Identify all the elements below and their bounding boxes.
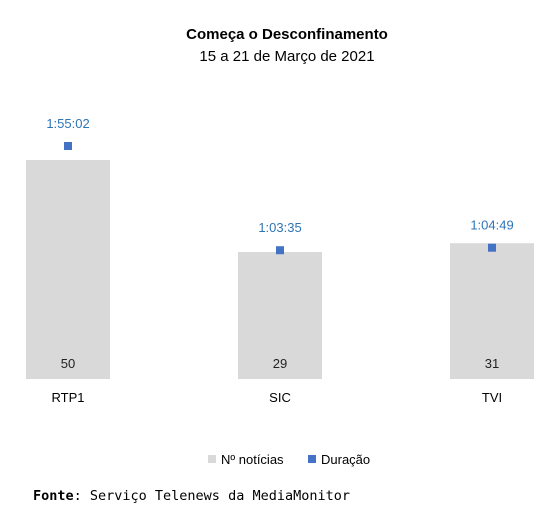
duration-label: 1:04:49 xyxy=(470,218,513,233)
bar-value-label: 50 xyxy=(61,356,75,371)
bar-value-label: 29 xyxy=(273,356,287,371)
category-label: RTP1 xyxy=(52,390,85,405)
category-label: TVI xyxy=(482,390,502,405)
chart-subtitle: 15 a 21 de Março de 2021 xyxy=(199,48,374,65)
bar-value-label: 31 xyxy=(485,356,499,371)
legend: Nº notícias Duração xyxy=(208,452,370,467)
bar-tvi xyxy=(450,243,534,379)
legend-label-noticias: Nº notícias xyxy=(221,452,284,467)
bar-sic xyxy=(238,251,322,379)
category-label: SIC xyxy=(269,390,291,405)
legend-swatch-duracao xyxy=(308,455,316,463)
duration-label: 1:03:35 xyxy=(258,220,301,235)
duration-marker xyxy=(488,243,496,252)
bar-rtp1 xyxy=(26,160,110,379)
duration-marker xyxy=(276,246,284,255)
legend-swatch-noticias xyxy=(208,455,216,463)
plot-area: 50 RTP1 1:55:02 29 SIC 1:03:35 31 TVI 1:04:49 xyxy=(26,116,534,405)
source-note: Fonte: Serviço Telenews da MediaMonitor xyxy=(33,488,350,504)
duration-marker xyxy=(64,142,72,150)
duration-label: 1:55:02 xyxy=(46,116,89,131)
chart-title: Começa o Desconfinamento xyxy=(186,26,388,43)
source-text: : Serviço Telenews da MediaMonitor xyxy=(73,488,350,504)
source-label: Fonte xyxy=(33,488,74,504)
legend-label-duracao: Duração xyxy=(321,452,370,467)
